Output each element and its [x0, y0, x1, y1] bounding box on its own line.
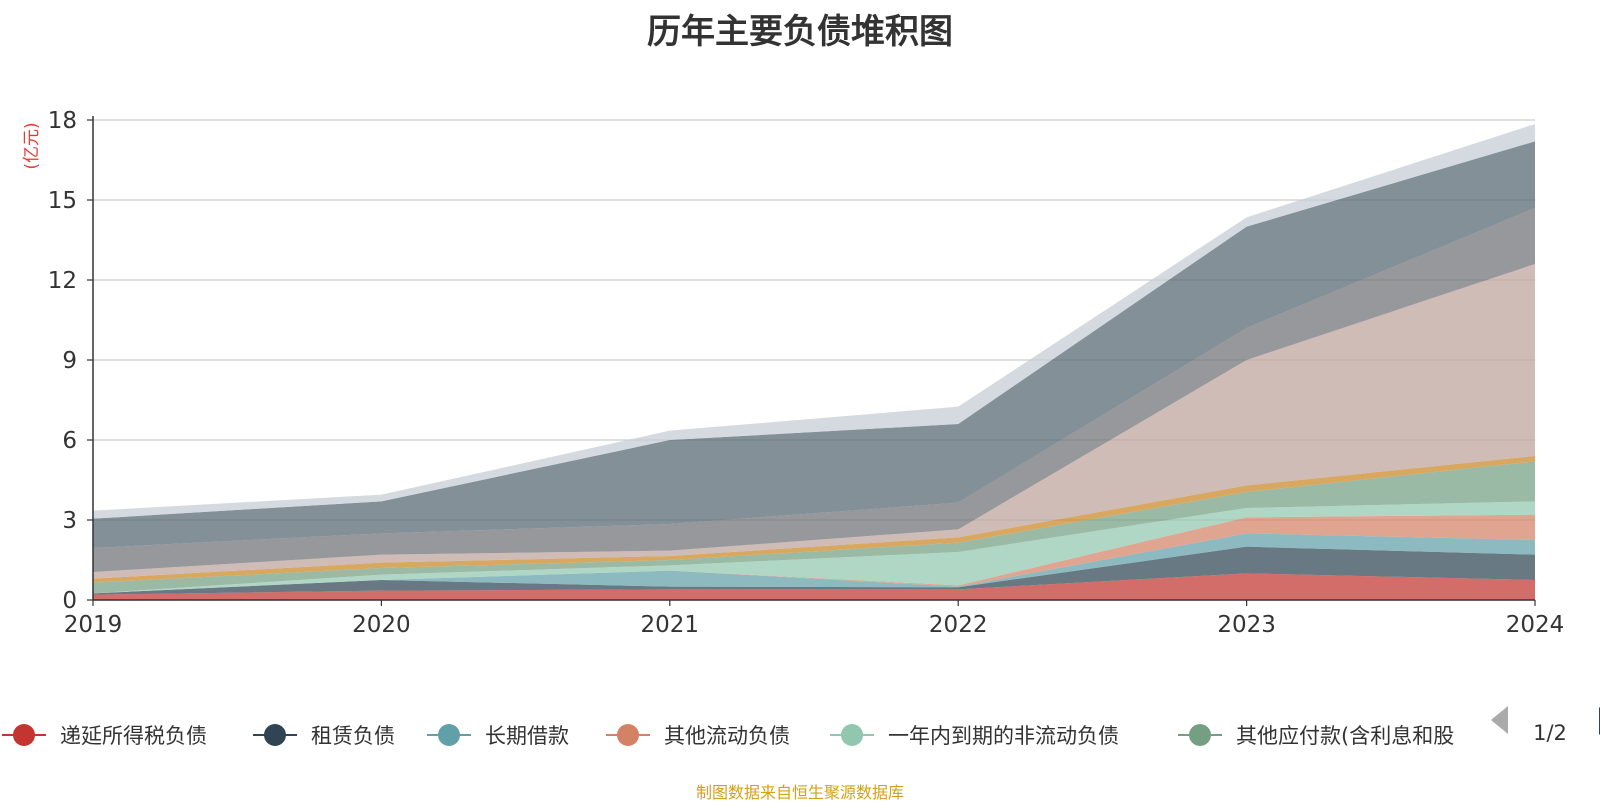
x-tick-label: 2019: [64, 612, 123, 638]
area-series-10: [93, 141, 1535, 549]
data-source-note: 制图数据来自恒生聚源数据库: [695, 783, 904, 802]
legend-label: 一年内到期的非流动负债: [888, 724, 1119, 748]
x-tick-label: 2022: [929, 612, 988, 638]
legend-item[interactable]: 其他应付款(含利息和股: [1178, 724, 1454, 748]
y-tick-label: 12: [48, 268, 77, 294]
legend-label: 长期借款: [485, 724, 569, 748]
legend-marker-icon: [1189, 724, 1211, 746]
chart-title: 历年主要负债堆积图: [647, 12, 953, 52]
area-series-5: [93, 501, 1535, 594]
x-tick-label: 2021: [641, 612, 700, 638]
legend-marker-icon: [841, 724, 863, 746]
y-tick-label: 6: [62, 428, 77, 454]
legend-label: 租赁负债: [311, 724, 395, 748]
legend-marker-icon: [438, 724, 460, 746]
area-series-2: [93, 546, 1535, 595]
legend-label: 其他应付款(含利息和股: [1236, 724, 1454, 748]
legend-item[interactable]: 递延所得税负债: [2, 724, 207, 748]
area-series-6: [93, 461, 1535, 594]
y-axis-unit-label: (亿元): [22, 122, 42, 169]
legend-item[interactable]: 租赁负债: [253, 724, 395, 748]
area-series-8: [93, 264, 1535, 579]
y-tick-label: 18: [48, 108, 77, 134]
legend-label: 递延所得税负债: [60, 724, 207, 748]
y-tick-label: 3: [62, 508, 77, 534]
y-tick-label: 0: [62, 588, 77, 614]
legend-marker-icon: [617, 724, 639, 746]
legend-page-indicator: 1/2: [1533, 721, 1567, 745]
legend-prev-page-icon[interactable]: [1491, 706, 1508, 734]
legend-marker-icon: [264, 724, 286, 746]
x-tick-label: 2024: [1506, 612, 1565, 638]
area-series-3: [93, 533, 1535, 594]
legend-item[interactable]: 其他流动负债: [606, 724, 790, 748]
legend: 递延所得税负债 租赁负债 长期借款 其他流动负债 一年内到期的非流动负债 其他应付款(含利…: [2, 724, 1454, 748]
y-tick-label: 15: [48, 188, 77, 214]
axes: 0 3 6 9 12 15 18 2019 2020 2021 2022 2023 2024: [48, 108, 1565, 638]
area-series-4: [93, 514, 1535, 594]
legend-marker-icon: [13, 724, 35, 746]
x-tick-label: 2023: [1217, 612, 1276, 638]
x-tick-label: 2020: [352, 612, 411, 638]
legend-item[interactable]: 长期借款: [427, 724, 569, 748]
legend-item[interactable]: 一年内到期的非流动负债: [830, 724, 1119, 748]
area-series: [93, 124, 1535, 600]
y-tick-label: 9: [62, 348, 77, 374]
area-series-1: [93, 573, 1535, 600]
legend-pager: 1/2: [1491, 706, 1600, 745]
legend-label: 其他流动负债: [664, 724, 790, 748]
